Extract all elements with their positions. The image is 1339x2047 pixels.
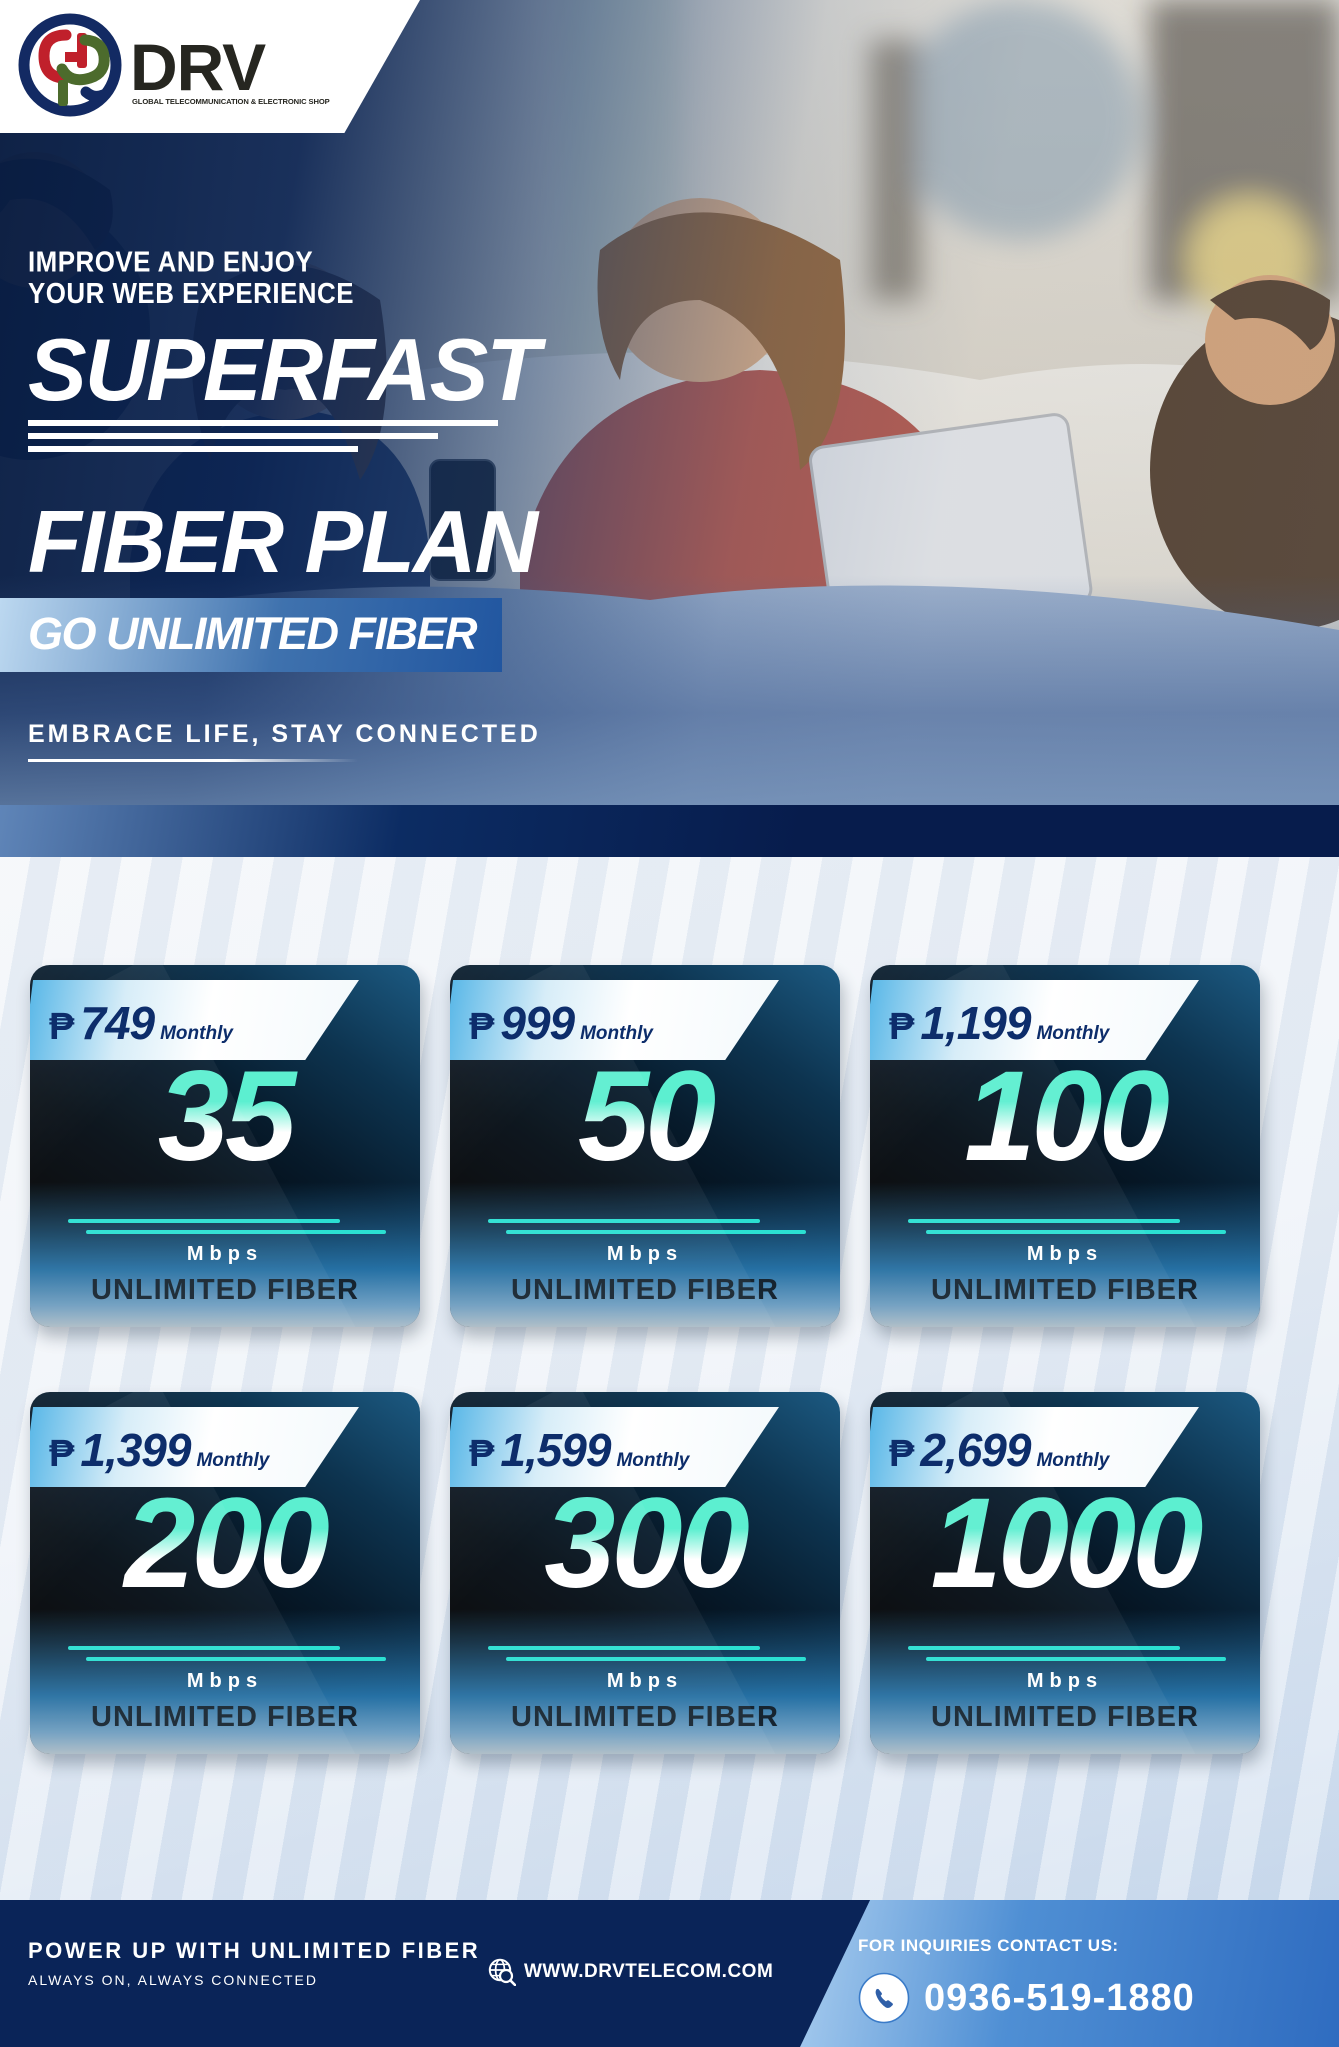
svg-text:GLOBAL TELECOMMUNICATION & ELE: GLOBAL TELECOMMUNICATION & ELECTRONIC SH… bbox=[132, 97, 330, 106]
svg-text:DRV: DRV bbox=[130, 30, 266, 104]
